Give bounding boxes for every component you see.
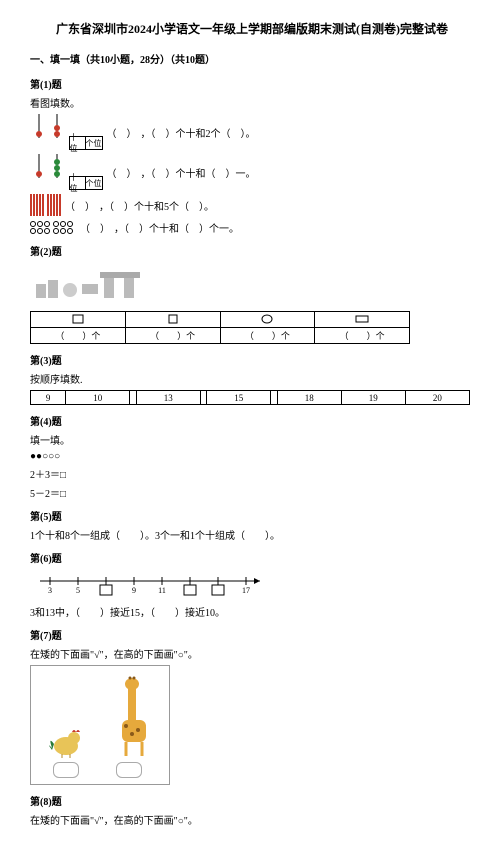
- q1-blank-a: （ ）: [107, 125, 137, 140]
- q2-shape-2: [125, 312, 220, 328]
- q2-cell-4: （ ）个: [315, 328, 410, 344]
- rooster-icon: [46, 722, 86, 758]
- q1-text-a: ，（ ）个十和2个（ ）。: [141, 125, 256, 140]
- place-tens: 十位: [70, 137, 86, 149]
- q4-intro: 填一填。: [30, 432, 474, 447]
- q7-box-2: [116, 762, 142, 778]
- q3-table: 9 10 13 15 18 19 20: [30, 390, 470, 405]
- q4-eq1: 2＋3＝□: [30, 466, 474, 481]
- q6-numberline: 3 5 9 11 17: [30, 569, 474, 600]
- q2-shape-3: [220, 312, 315, 328]
- q4-dots: ●●○○○: [30, 451, 474, 462]
- q4-label: 第(4)题: [30, 413, 474, 428]
- abacus-a: 十位 个位: [30, 114, 103, 150]
- q1-text-b: ，（ ）个十和（ ）一。: [141, 165, 256, 180]
- q2-table: （ ）个 （ ）个 （ ）个 （ ）个: [30, 311, 410, 344]
- q6-line1: 3和13中，（ ）接近15，（ ）接近10。: [30, 604, 474, 619]
- q2-shape-1: [31, 312, 126, 328]
- q7-box-1: [53, 762, 79, 778]
- sticks-c: [30, 194, 61, 216]
- q1-row-c: （ ） ，（ ）个十和5个（ ）。: [30, 194, 474, 216]
- circles-d: [30, 221, 76, 234]
- svg-text:11: 11: [158, 586, 166, 595]
- q5-text: 1个十和8个一组成（ ）。3个一和1个十组成（ ）。: [30, 527, 474, 542]
- q1-row-d: （ ） ，（ ）个十和（ ）个一。: [30, 220, 474, 235]
- rooster-col: [46, 722, 86, 778]
- svg-text:9: 9: [132, 586, 136, 595]
- place-ones: 个位: [86, 137, 102, 149]
- section-1-header: 一、填一填（共10小题，28分）（共10题）: [30, 51, 474, 66]
- q2-label: 第(2)题: [30, 243, 474, 258]
- q7-label: 第(7)题: [30, 627, 474, 642]
- abacus-b: 十位 个位: [30, 154, 103, 190]
- q4-eq2: 5－2＝□: [30, 485, 474, 500]
- q3-intro: 按顺序填数.: [30, 371, 474, 386]
- q1-text-d: ，（ ）个十和（ ）个一。: [114, 220, 239, 235]
- q1-label: 第(1)题: [30, 76, 474, 91]
- q7-image: [30, 665, 170, 785]
- q1-row-b: 十位 个位 （ ） ，（ ）个十和（ ）一。: [30, 154, 474, 190]
- q1-text-c: ，（ ）个十和5个（ ）。: [99, 198, 214, 213]
- q2-cell-3: （ ）个: [220, 328, 315, 344]
- q3-label: 第(3)题: [30, 352, 474, 367]
- q2-shape-4: [315, 312, 410, 328]
- exam-title: 广东省深圳市2024小学语文一年级上学期部编版期末测试(自测卷)完整试卷: [30, 20, 474, 37]
- q8-label: 第(8)题: [30, 793, 474, 808]
- q1-intro: 看图填数。: [30, 95, 474, 110]
- svg-text:3: 3: [48, 586, 52, 595]
- q5-label: 第(5)题: [30, 508, 474, 523]
- svg-text:5: 5: [76, 586, 80, 595]
- q8-text: 在矮的下面画"√"，在高的下面画"○"。: [30, 812, 474, 827]
- q2-cell-2: （ ）个: [125, 328, 220, 344]
- giraffe-icon: [104, 674, 154, 758]
- giraffe-col: [104, 674, 154, 778]
- q6-label: 第(6)题: [30, 550, 474, 565]
- svg-text:17: 17: [242, 586, 250, 595]
- q7-text: 在矮的下面画"√"，在高的下面画"○"。: [30, 646, 474, 661]
- q1-row-a: 十位 个位 （ ） ，（ ）个十和2个（ ）。: [30, 114, 474, 150]
- q2-cell-1: （ ）个: [31, 328, 126, 344]
- q2-shapes-img: [30, 262, 474, 305]
